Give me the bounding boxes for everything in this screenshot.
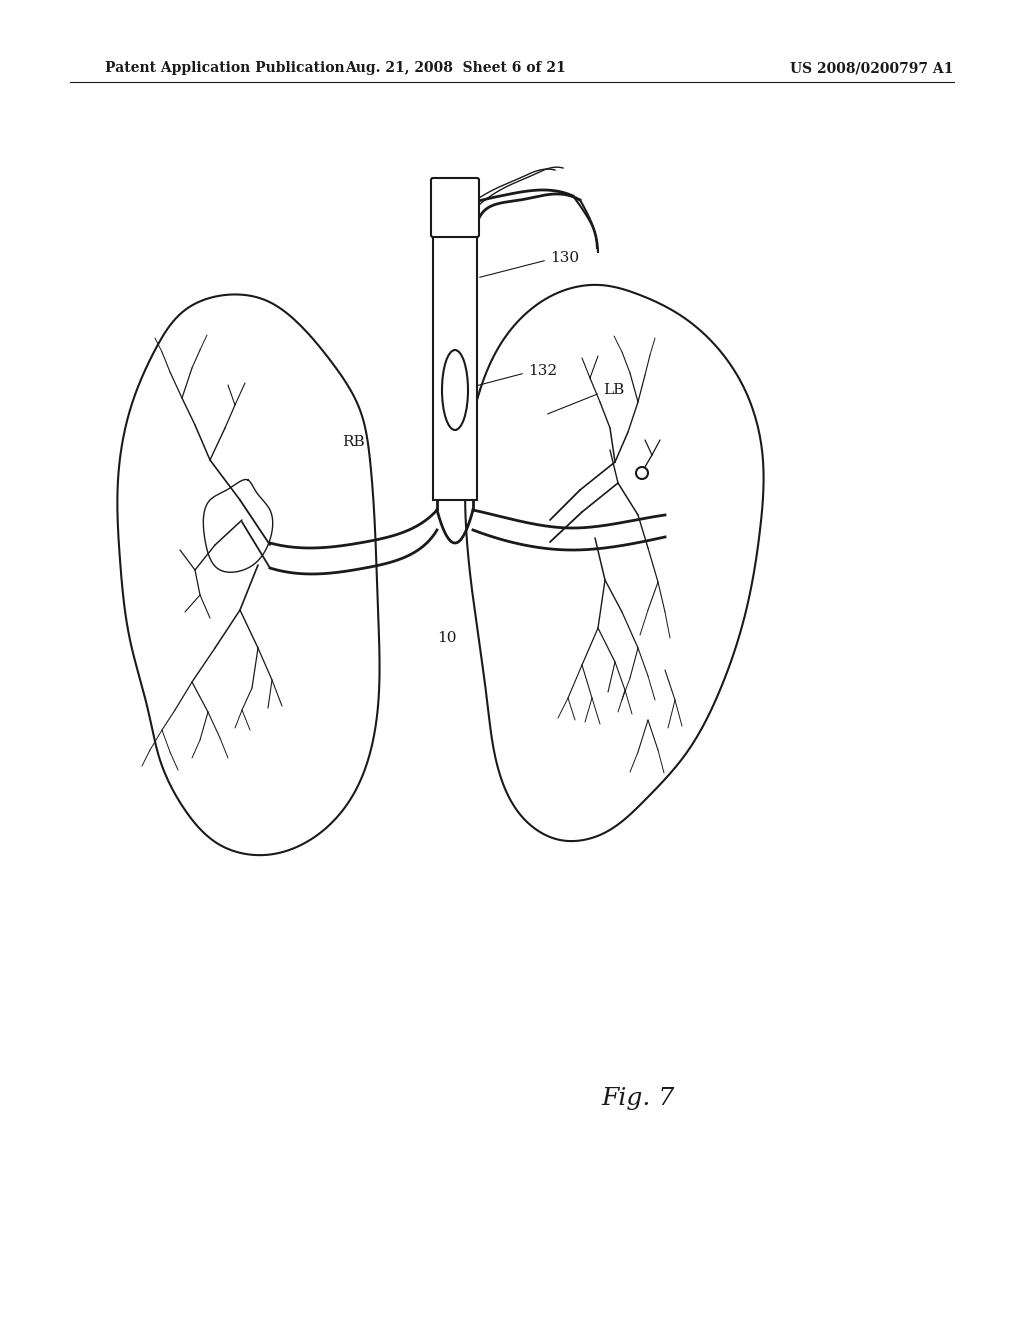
Text: Fig. 7: Fig. 7	[601, 1086, 675, 1110]
Text: 10: 10	[437, 631, 457, 645]
Text: 130: 130	[550, 251, 580, 265]
Circle shape	[636, 467, 648, 479]
Text: Aug. 21, 2008  Sheet 6 of 21: Aug. 21, 2008 Sheet 6 of 21	[345, 61, 565, 75]
Text: RB: RB	[342, 436, 365, 449]
Text: LB: LB	[603, 383, 625, 397]
FancyBboxPatch shape	[431, 178, 479, 238]
Ellipse shape	[442, 350, 468, 430]
FancyBboxPatch shape	[433, 230, 477, 500]
Text: Patent Application Publication: Patent Application Publication	[105, 61, 345, 75]
Text: US 2008/0200797 A1: US 2008/0200797 A1	[790, 61, 953, 75]
Text: 132: 132	[528, 364, 557, 378]
